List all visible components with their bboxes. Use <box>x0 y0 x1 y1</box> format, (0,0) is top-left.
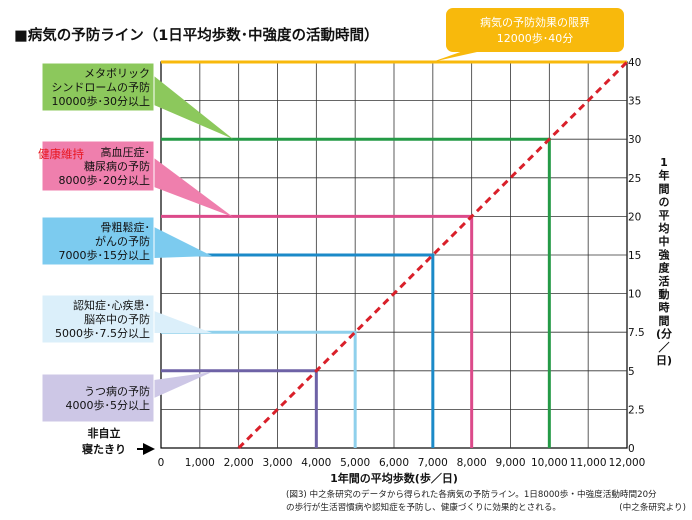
x-tick-label: 8,000 <box>457 457 487 469</box>
label-box-pointer <box>154 76 233 139</box>
x-tick-label: 10,000 <box>531 457 568 469</box>
label-box-rect <box>41 294 155 344</box>
diagonal-layer <box>237 60 629 450</box>
x-tick-label: 11,000 <box>570 457 607 469</box>
label-box-text: シンドロームの予防 <box>51 80 150 94</box>
label-box-rect <box>41 216 155 266</box>
sedentary-line2: 寝たきり <box>82 442 126 456</box>
y-tick-label: 40 <box>628 57 641 69</box>
y-tick-label: 0 <box>628 443 635 455</box>
y-tick-label: 5 <box>628 366 635 378</box>
x-tick-labels: 0 1,000 2,000 3,000 4,000 5,000 6,000 7,000 8,00… <box>158 457 646 469</box>
x-axis-label: 1年間の平均歩数(歩／日) <box>330 471 458 485</box>
y-axis-label-char: (分 <box>656 327 672 341</box>
y-axis-label-char: 度 <box>659 261 671 275</box>
x-tick-label: 6,000 <box>379 457 409 469</box>
y-tick-label: 10 <box>628 289 641 301</box>
y-tick-label: 25 <box>628 173 641 185</box>
label-box-rect <box>41 373 155 423</box>
y-axis-label-char: 間 <box>659 182 670 195</box>
label-box-text: 10000歩･30分以上 <box>52 94 151 108</box>
label-box-pointer <box>154 158 233 217</box>
limit-callout-pointer <box>432 50 486 62</box>
y-axis-label-char: 均 <box>659 221 670 235</box>
y-axis-label-char: 平 <box>659 209 670 222</box>
y-tick-labels: 0 2.5 5 7.5 10 15 20 25 30 35 40 <box>628 57 645 455</box>
plot-area: 0 1,000 2,000 3,000 4,000 5,000 6,000 7,000 8,00… <box>158 57 646 469</box>
series-line <box>161 253 435 448</box>
label-box-text: 5000歩･7.5分以上 <box>55 326 150 340</box>
label-box-text: 8000歩･20分以上 <box>59 173 151 187</box>
y-tick-label: 20 <box>628 211 641 223</box>
label-box-text: 4000歩･5分以上 <box>66 398 151 412</box>
caption-line2: の歩行が生活習慣病や認知症を予防し、健康づくりに効果的とされる。 <box>286 501 561 513</box>
label-boxes: メタボリックシンドロームの予防10000歩･30分以上高血圧症･糖尿病の予防80… <box>41 62 233 423</box>
y-tick-label: 2.5 <box>628 404 645 416</box>
x-tick-label: 2,000 <box>224 457 254 469</box>
label-box-text: 脳卒中の予防 <box>84 312 150 326</box>
label-box-text: がんの予防 <box>95 234 150 248</box>
limit-callout-line1: 病気の予防効果の限界 <box>480 15 590 29</box>
health-maintenance-label: 健康維持 <box>38 147 84 161</box>
label-box-text: 骨粗鬆症･ <box>101 220 151 234</box>
x-tick-label: 1,000 <box>185 457 215 469</box>
y-axis-label-char: 間 <box>659 314 670 327</box>
label-box-pointer <box>154 372 212 398</box>
y-axis-label-char: ／ <box>659 341 670 354</box>
y-axis-label-char: 年 <box>659 168 670 182</box>
y-axis-label-char: 時 <box>659 300 670 314</box>
y-axis-label-char: 活 <box>659 274 670 288</box>
label-box-rect <box>41 62 155 112</box>
label-box-text: 認知症･心疾患･ <box>73 298 150 312</box>
sedentary-line1: 非自立 <box>88 426 121 440</box>
caption-line1: (図3) 中之条研究のデータから得られた各病気の予防ライン。1日8000歩・中強… <box>286 488 657 500</box>
series-line <box>161 330 357 448</box>
y-axis-label-char: 強 <box>659 247 670 261</box>
y-tick-label: 7.5 <box>628 327 645 339</box>
y-axis-label-char: 1 <box>660 156 668 169</box>
label-box-pointer <box>154 227 212 258</box>
y-tick-label: 15 <box>628 250 641 262</box>
y-tick-label: 30 <box>628 134 641 146</box>
chart-title: ■病気の予防ライン（1日平均歩数･中強度の活動時間） <box>14 26 379 44</box>
y-axis-label-char: の <box>659 196 670 209</box>
limit-callout-line2: 12000歩･40分 <box>497 31 574 45</box>
label-box-rect <box>41 140 155 192</box>
x-tick-label: 5,000 <box>340 457 370 469</box>
label-box-text: 糖尿病の予防 <box>84 159 150 173</box>
label-box-text: メタボリック <box>84 67 150 80</box>
x-tick-label: 4,000 <box>301 457 331 469</box>
sedentary-marker: 非自立 寝たきり <box>82 426 155 456</box>
caption-source: (中之条研究より) <box>619 501 686 513</box>
y-axis-label-char: 日) <box>656 354 672 367</box>
x-tick-label: 0 <box>158 457 165 469</box>
y-axis-label-char: 中 <box>659 234 670 248</box>
limit-callout-box <box>446 8 624 52</box>
x-tick-label: 9,000 <box>495 457 525 469</box>
x-tick-label: 3,000 <box>262 457 292 469</box>
label-box-text: 7000歩･15分以上 <box>59 248 151 262</box>
y-tick-label: 35 <box>628 96 641 108</box>
y-axis-label-char: 動 <box>659 287 670 301</box>
limit-callout: 病気の予防効果の限界 12000歩･40分 <box>432 8 624 62</box>
label-box-pointer <box>154 311 212 333</box>
x-tick-label: 12,000 <box>609 457 646 469</box>
label-box-text: うつ病の予防 <box>84 384 150 398</box>
x-tick-label: 7,000 <box>418 457 448 469</box>
diagonal-dashed-line <box>237 60 629 450</box>
label-box-text: 高血圧症･ <box>101 145 151 159</box>
